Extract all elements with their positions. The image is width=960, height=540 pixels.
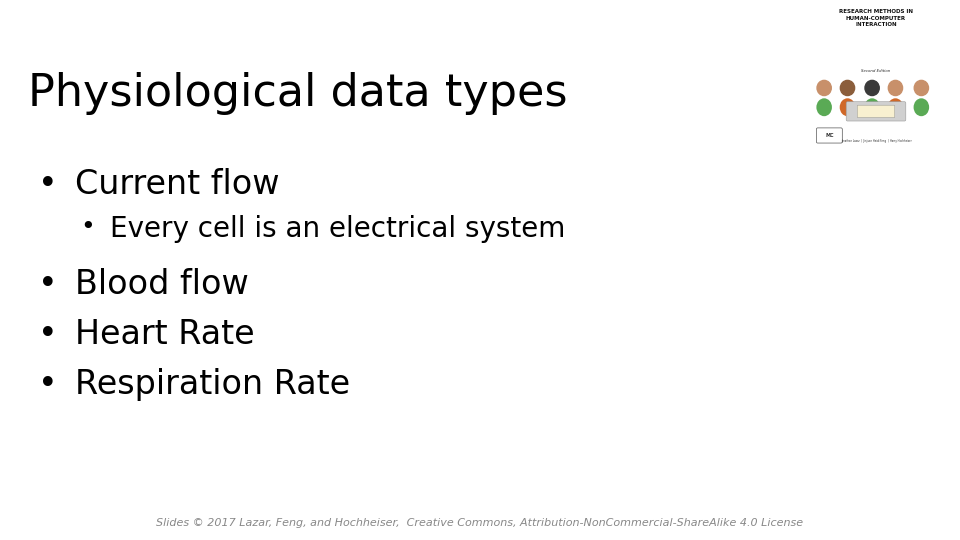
Text: Blood flow: Blood flow (75, 268, 249, 301)
Circle shape (914, 80, 928, 96)
FancyBboxPatch shape (846, 102, 906, 121)
Text: Physiological data types: Physiological data types (28, 72, 567, 115)
Circle shape (888, 80, 902, 96)
Circle shape (817, 80, 831, 96)
Text: Current flow: Current flow (75, 168, 279, 201)
Text: Heart Rate: Heart Rate (75, 318, 254, 351)
Circle shape (865, 80, 879, 96)
FancyBboxPatch shape (816, 128, 842, 143)
Text: Slides © 2017 Lazar, Feng, and Hochheiser,  Creative Commons, Attribution-NonCom: Slides © 2017 Lazar, Feng, and Hochheise… (156, 518, 804, 528)
Text: •: • (80, 215, 95, 239)
Ellipse shape (888, 98, 903, 116)
Ellipse shape (816, 98, 832, 116)
Ellipse shape (864, 98, 880, 116)
Text: RESEARCH METHODS IN
HUMAN-COMPUTER
INTERACTION: RESEARCH METHODS IN HUMAN-COMPUTER INTER… (839, 10, 913, 27)
Ellipse shape (840, 98, 855, 116)
Circle shape (840, 80, 854, 96)
Text: Respiration Rate: Respiration Rate (75, 368, 350, 401)
Text: Jonathan Lazar  |  Jinjuan Heidi Feng  |  Harry Hochheiser: Jonathan Lazar | Jinjuan Heidi Feng | Ha… (841, 139, 911, 143)
FancyBboxPatch shape (857, 105, 895, 118)
Text: Second Edition: Second Edition (861, 69, 891, 73)
Text: •: • (38, 318, 58, 351)
Text: Every cell is an electrical system: Every cell is an electrical system (110, 215, 565, 243)
Ellipse shape (914, 98, 929, 116)
Text: •: • (38, 168, 58, 201)
Text: •: • (38, 368, 58, 401)
Text: MC: MC (825, 133, 833, 138)
Text: •: • (38, 268, 58, 301)
